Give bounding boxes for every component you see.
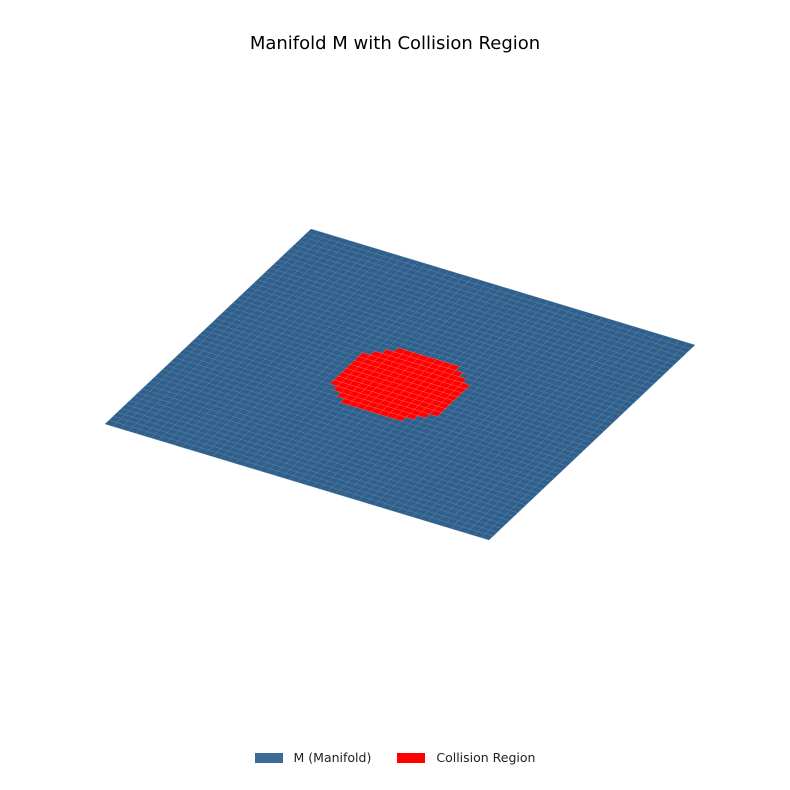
chart-title: Manifold M with Collision Region bbox=[249, 33, 541, 54]
legend: M (Manifold) Collision Region bbox=[0, 750, 790, 765]
legend-swatch-manifold bbox=[254, 752, 283, 763]
collision-cell bbox=[358, 352, 371, 360]
legend-swatch-collision bbox=[397, 752, 426, 763]
manifold-cell bbox=[306, 228, 320, 236]
legend-item-manifold: M (Manifold) bbox=[254, 750, 372, 765]
legend-label-collision: Collision Region bbox=[436, 750, 536, 765]
collision-region-surface bbox=[329, 347, 471, 422]
legend-item-collision: Collision Region bbox=[397, 750, 535, 765]
collision-cell bbox=[381, 349, 395, 356]
collision-cell bbox=[370, 350, 383, 358]
legend-label-manifold: M (Manifold) bbox=[293, 750, 372, 765]
collision-cell bbox=[393, 347, 407, 355]
manifold-surface bbox=[104, 228, 696, 541]
